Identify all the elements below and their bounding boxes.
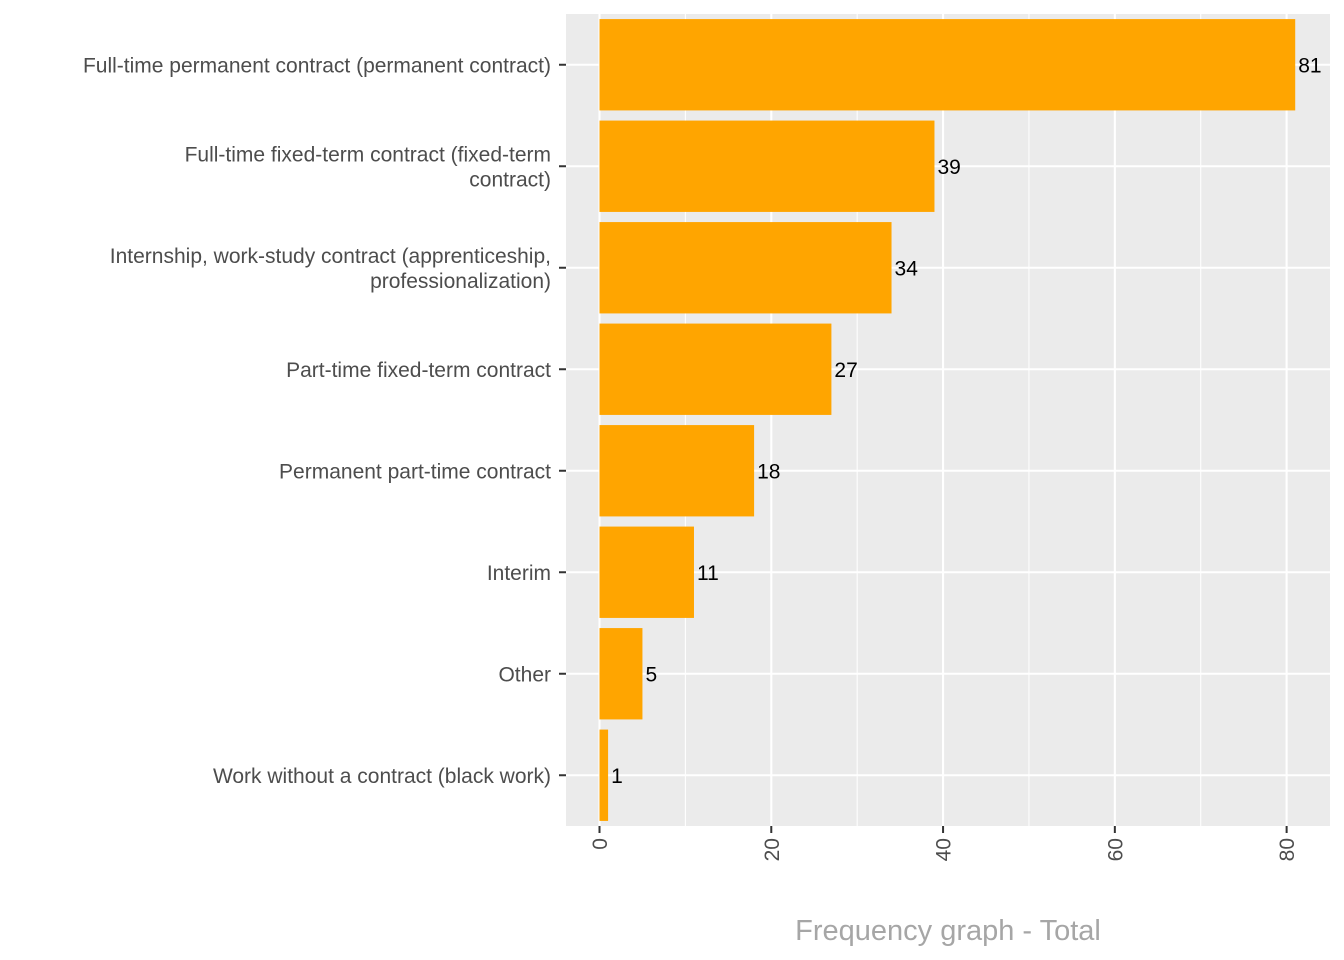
data-label: 18 xyxy=(757,460,780,483)
category-label-line: Other xyxy=(498,663,551,686)
category-axis: Full-time permanent contract (permanent … xyxy=(83,54,566,788)
bar xyxy=(599,425,755,517)
bar xyxy=(599,526,694,618)
data-labels: 81 39 34 27 18 11 5 1 xyxy=(611,54,1321,788)
value-axis: 0 20 40 60 80 xyxy=(589,826,1299,861)
data-label: 39 xyxy=(937,156,960,179)
category-label: Interim xyxy=(487,562,551,585)
bar xyxy=(599,729,609,821)
data-label: 1 xyxy=(611,765,623,788)
category-label: Full-time permanent contract (permanent … xyxy=(83,54,551,77)
category-label: Work without a contract (black work) xyxy=(213,765,551,788)
data-label: 34 xyxy=(895,257,919,280)
bar xyxy=(599,120,935,212)
x-tick-label: 80 xyxy=(1276,838,1299,861)
bar xyxy=(599,222,892,314)
x-tick-label: 0 xyxy=(589,838,612,850)
x-axis-title: Frequency graph - Total xyxy=(795,915,1101,947)
category-label: Other xyxy=(498,663,551,686)
category-label-line: Full-time fixed-term contract (fixed-ter… xyxy=(185,143,551,166)
data-label: 5 xyxy=(645,663,657,686)
data-label: 11 xyxy=(697,562,719,585)
category-label: Permanent part-time contract xyxy=(279,460,551,483)
bar xyxy=(599,19,1296,111)
bars xyxy=(599,19,1296,821)
category-label-line: Permanent part-time contract xyxy=(279,460,551,483)
category-label-line: Work without a contract (black work) xyxy=(213,765,551,788)
category-label-line: Full-time permanent contract (permanent … xyxy=(83,54,551,77)
x-tick-label: 20 xyxy=(761,838,784,861)
category-label: Internship, work-study contract (apprent… xyxy=(110,245,551,293)
data-label: 81 xyxy=(1298,54,1321,77)
data-label: 27 xyxy=(834,359,857,382)
category-label-line: professionalization) xyxy=(370,270,551,293)
category-label-line: Internship, work-study contract (apprent… xyxy=(110,245,551,268)
bar xyxy=(599,323,832,415)
category-label-line: Interim xyxy=(487,562,551,585)
category-label-line: contract) xyxy=(469,168,551,191)
category-label-line: Part-time fixed-term contract xyxy=(286,359,551,382)
x-tick-label: 40 xyxy=(933,838,956,861)
x-tick-label: 60 xyxy=(1104,838,1127,861)
bar xyxy=(599,628,643,720)
category-label: Full-time fixed-term contract (fixed-ter… xyxy=(185,143,551,191)
category-label: Part-time fixed-term contract xyxy=(286,359,551,382)
